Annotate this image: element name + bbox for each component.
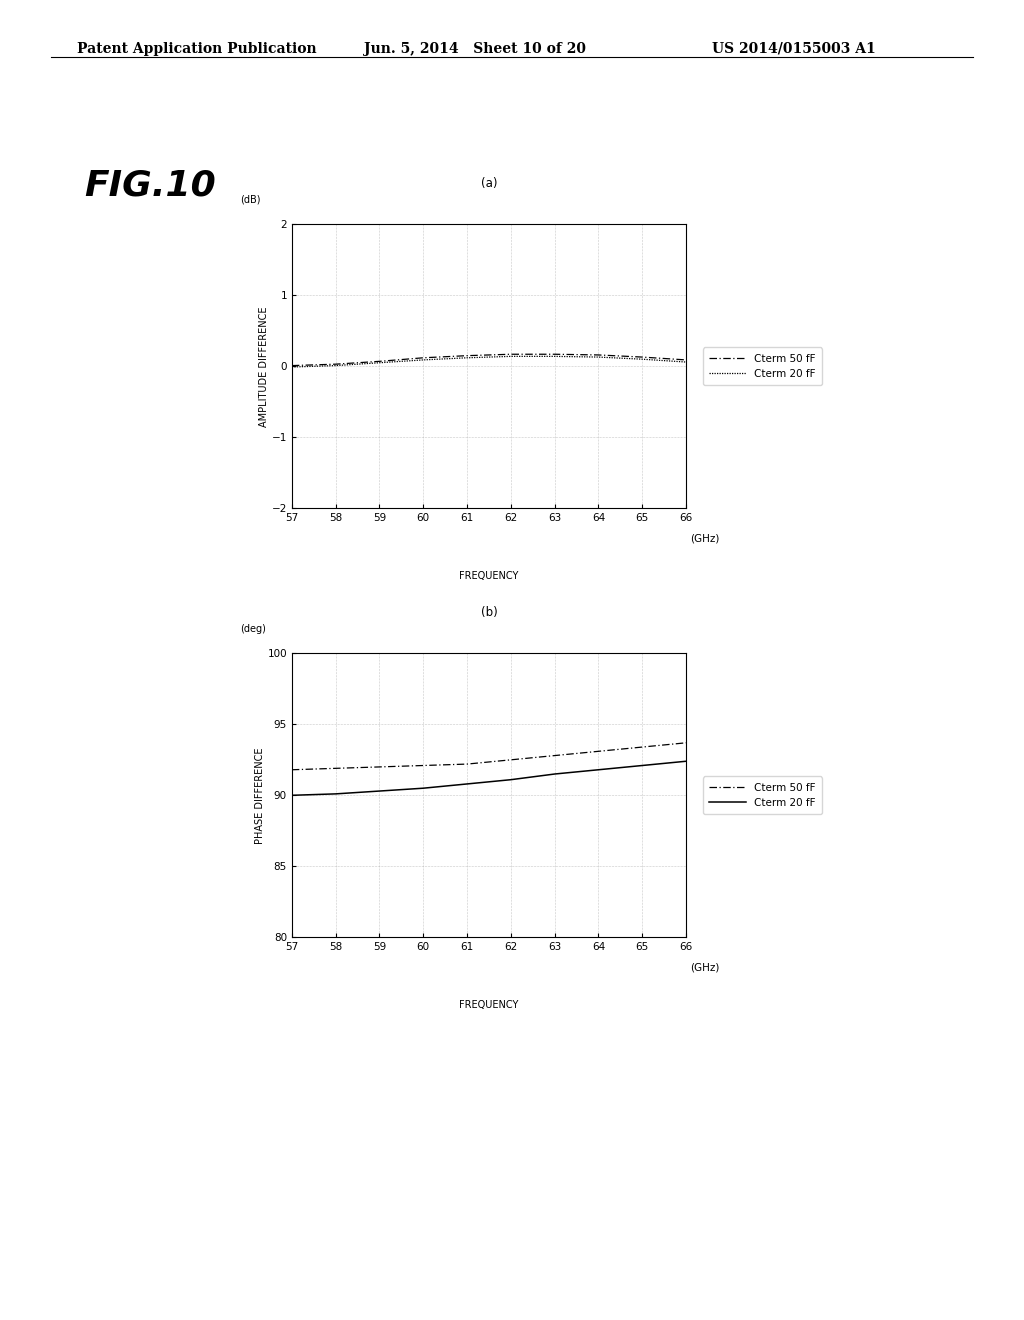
Text: (a): (a) — [480, 177, 498, 190]
Legend: Cterm 50 fF, Cterm 20 fF: Cterm 50 fF, Cterm 20 fF — [703, 347, 822, 385]
Text: US 2014/0155003 A1: US 2014/0155003 A1 — [712, 41, 876, 55]
Text: (dB): (dB) — [241, 194, 261, 205]
Y-axis label: PHASE DIFFERENCE: PHASE DIFFERENCE — [255, 747, 264, 843]
Text: FREQUENCY: FREQUENCY — [460, 999, 518, 1010]
Text: FIG.10: FIG.10 — [84, 169, 216, 203]
Text: (GHz): (GHz) — [690, 533, 720, 544]
Legend: Cterm 50 fF, Cterm 20 fF: Cterm 50 fF, Cterm 20 fF — [703, 776, 822, 814]
Text: (deg): (deg) — [241, 623, 266, 634]
Text: Patent Application Publication: Patent Application Publication — [77, 41, 316, 55]
Text: FREQUENCY: FREQUENCY — [460, 570, 518, 581]
Y-axis label: AMPLITUDE DIFFERENCE: AMPLITUDE DIFFERENCE — [259, 306, 269, 426]
Text: Jun. 5, 2014   Sheet 10 of 20: Jun. 5, 2014 Sheet 10 of 20 — [364, 41, 586, 55]
Text: (b): (b) — [480, 606, 498, 619]
Text: (GHz): (GHz) — [690, 962, 720, 973]
